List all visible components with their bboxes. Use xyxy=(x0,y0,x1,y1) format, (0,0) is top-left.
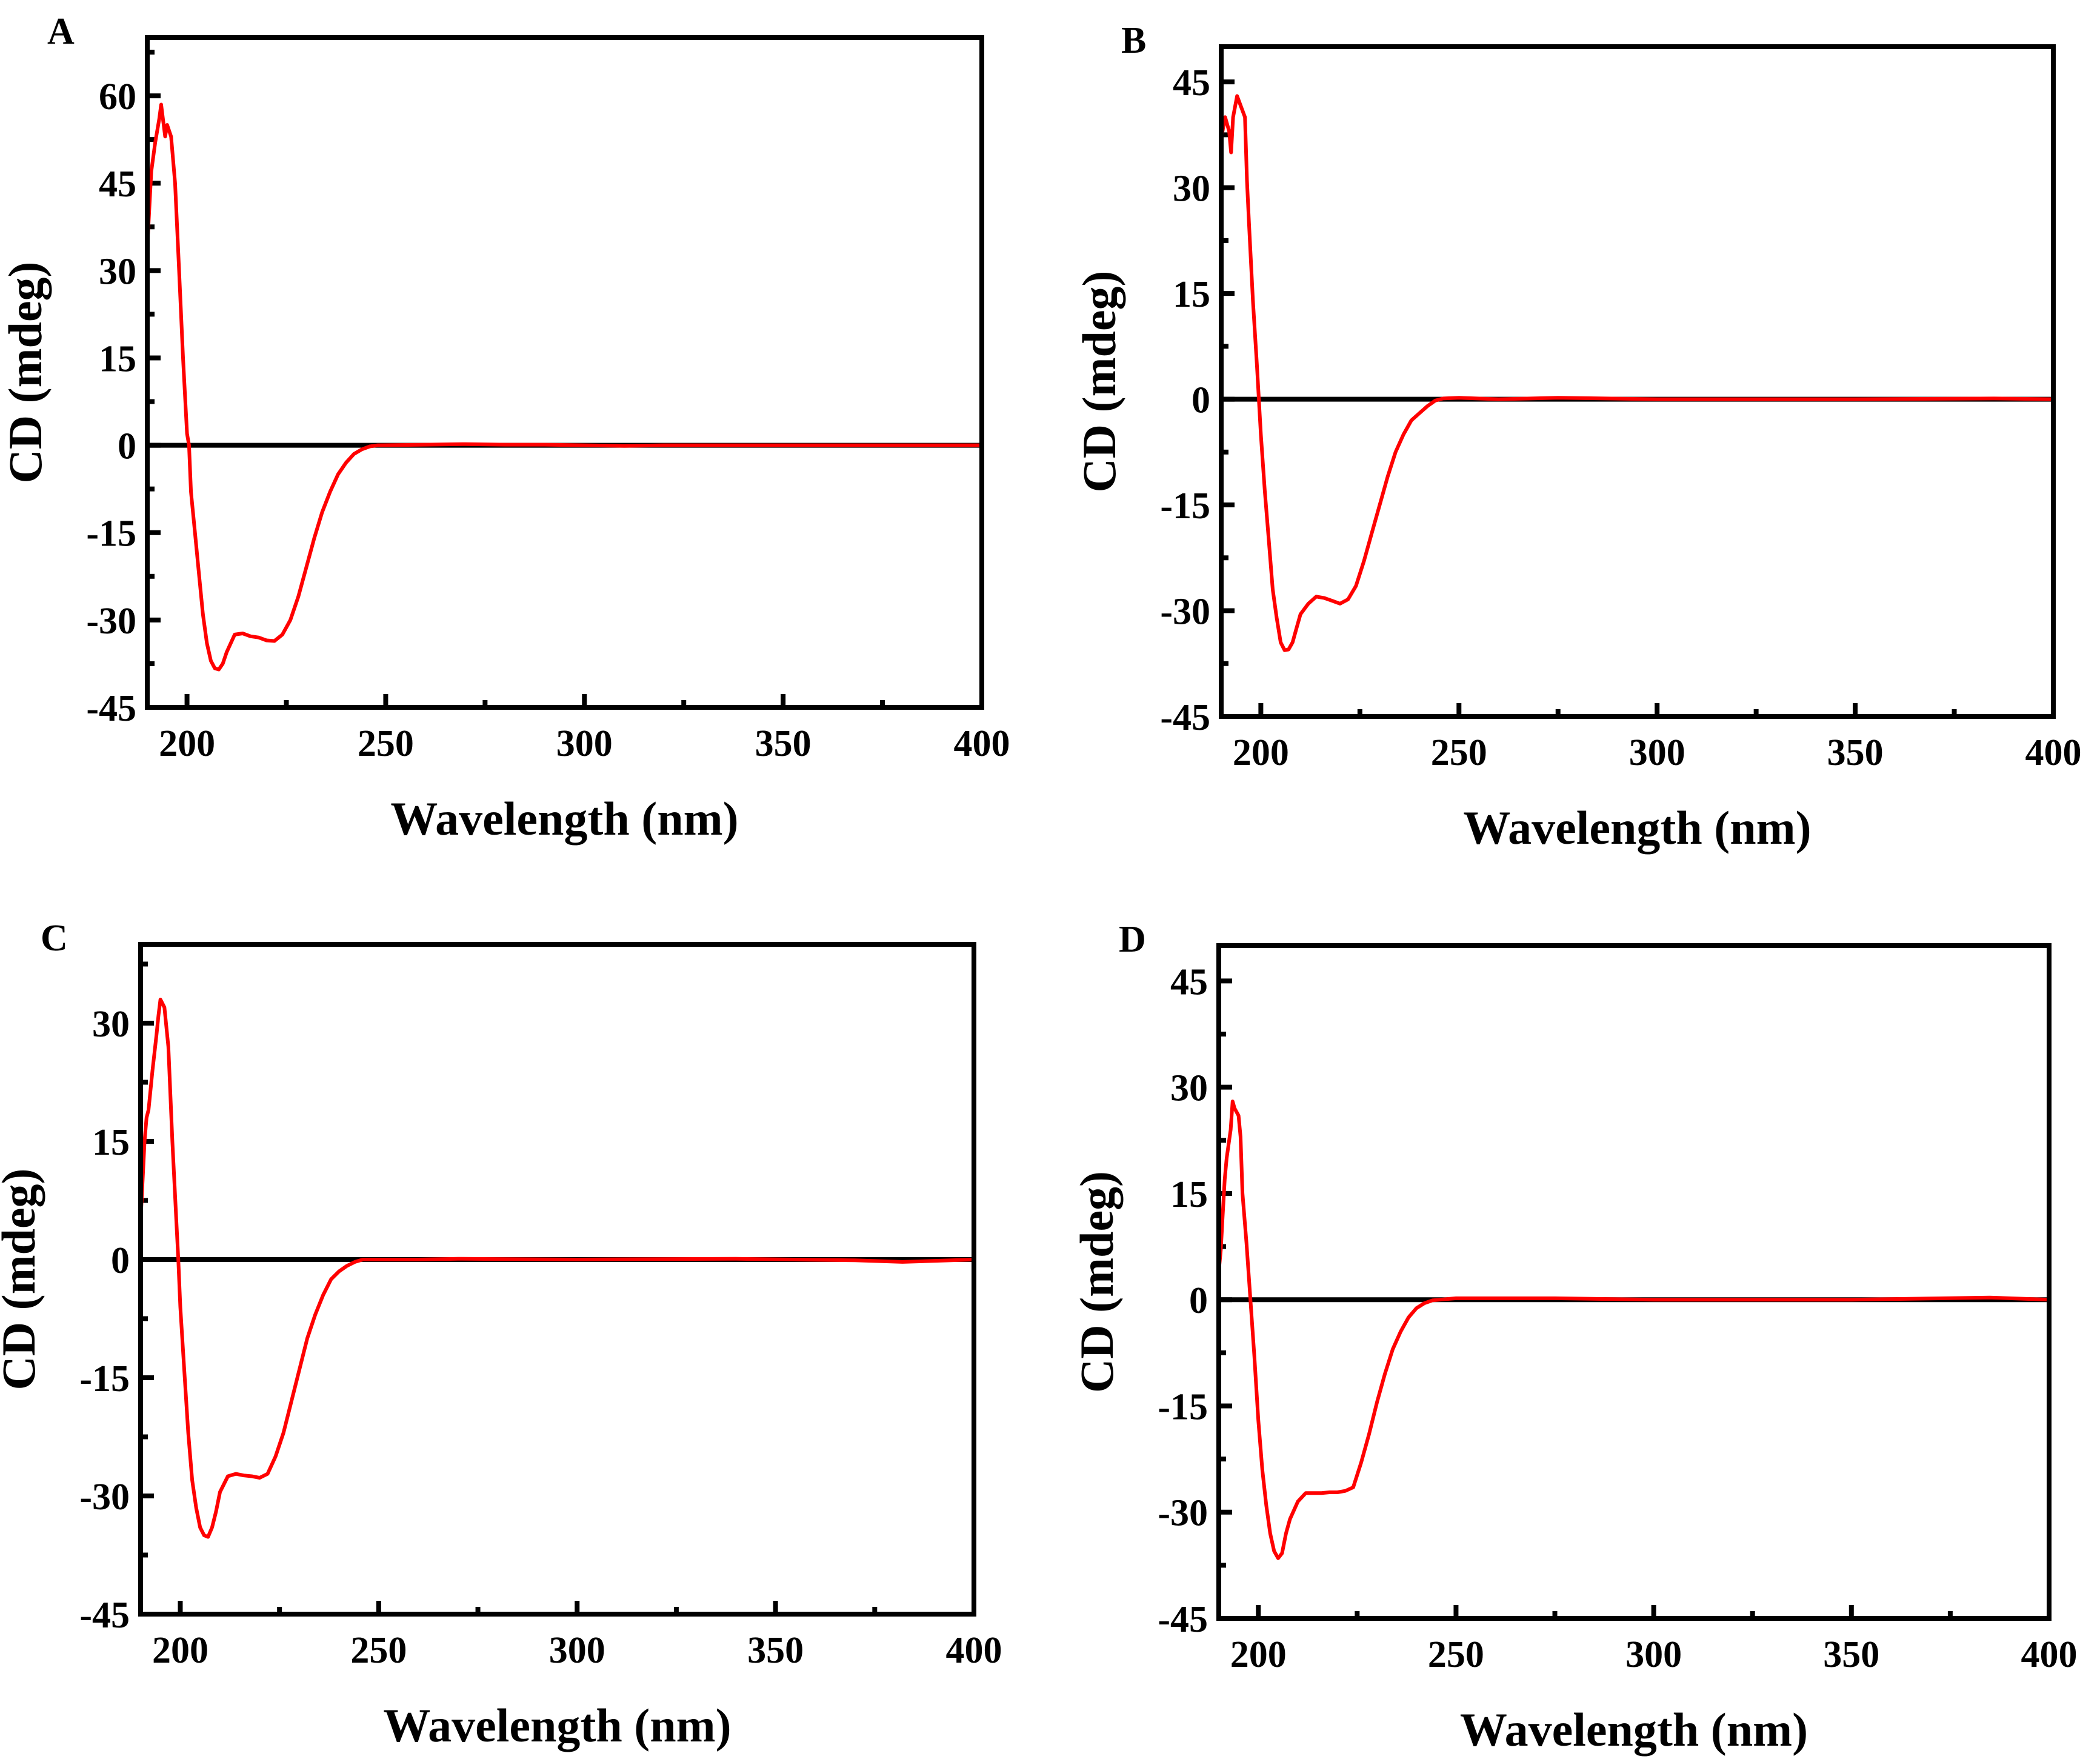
plot-frame xyxy=(138,942,976,1617)
y-tick-label: 30 xyxy=(99,251,136,292)
y-tick-label: -15 xyxy=(79,1358,130,1400)
y-tick-label: -30 xyxy=(86,601,136,642)
x-axis-title: Wavelength (nm) xyxy=(1460,1703,1808,1756)
y-tick-label: -45 xyxy=(1160,697,1210,738)
cd-spectrum-line xyxy=(145,102,982,672)
y-tick-label: 15 xyxy=(99,338,136,379)
plot-frame xyxy=(1216,943,2052,1621)
panel-b: B 200 250 300 350 400 -45 -30 -15 0 15 30 45 Waveleng… xyxy=(1073,20,2082,854)
panel-d: D 200 250 300 350 400 -45 -30 -15 0 15 30 45 Waveleng… xyxy=(1070,919,2078,1756)
y-tick-label: -45 xyxy=(86,688,136,729)
x-tick-label: 350 xyxy=(1827,732,1884,773)
y-tick-label: 45 xyxy=(1170,961,1208,1003)
y-axis-title: CD (mdeg) xyxy=(0,261,52,483)
x-tick-label: 200 xyxy=(1230,1634,1287,1675)
x-axis-title: Wavelength (nm) xyxy=(383,1699,731,1752)
y-tick-label: 15 xyxy=(1173,274,1210,315)
y-tick-label: 30 xyxy=(92,1004,130,1045)
panel-label: B xyxy=(1121,20,1146,61)
y-tick-label: 0 xyxy=(1192,380,1210,421)
x-tick-label: 200 xyxy=(159,723,215,764)
y-tick-label: 0 xyxy=(111,1240,130,1281)
y-axis-title: CD (mdeg) xyxy=(0,1168,45,1390)
y-tick-label: -30 xyxy=(1160,592,1210,633)
y-tick-label: 30 xyxy=(1170,1068,1208,1109)
x-tick-label: 400 xyxy=(954,723,1010,764)
x-tick-label: 400 xyxy=(2025,732,2082,773)
cd-spectrum-line xyxy=(139,998,975,1539)
x-tick-label: 250 xyxy=(350,1630,407,1671)
x-tick-label: 300 xyxy=(1629,732,1685,773)
x-tick-label: 300 xyxy=(556,723,613,764)
y-tick-label: -15 xyxy=(86,513,136,555)
y-tick-label: -30 xyxy=(79,1477,130,1518)
y-tick-label: 15 xyxy=(92,1122,130,1163)
panel-label: C xyxy=(41,918,68,959)
panel-label: A xyxy=(47,11,75,52)
y-tick-label: 0 xyxy=(118,426,136,467)
x-tick-label: 300 xyxy=(549,1630,605,1671)
y-axis-title: CD (mdeg) xyxy=(1073,270,1125,492)
x-tick-label: 350 xyxy=(1823,1634,1879,1675)
x-tick-label: 200 xyxy=(1233,732,1289,773)
y-tick-label: -30 xyxy=(1158,1493,1208,1534)
x-tick-label: 350 xyxy=(755,723,812,764)
y-tick-label: -45 xyxy=(1158,1599,1208,1640)
x-tick-label: 250 xyxy=(1428,1634,1484,1675)
y-tick-label: -15 xyxy=(1160,486,1210,527)
plot-frame xyxy=(145,35,984,710)
x-tick-label: 400 xyxy=(2021,1634,2078,1675)
x-tick-label: 200 xyxy=(152,1630,208,1671)
x-tick-label: 400 xyxy=(946,1630,1002,1671)
y-tick-label: 45 xyxy=(99,164,136,205)
y-axis-title: CD (mdeg) xyxy=(1070,1171,1123,1393)
panel-a: A 200 250 300 350 400 -45 -30 -15 0 15 30 45 60 Wavele… xyxy=(0,11,1010,845)
y-tick-label: 30 xyxy=(1173,169,1210,210)
y-tick-label: 60 xyxy=(99,76,136,118)
x-axis-title: Wavelength (nm) xyxy=(1463,801,1811,854)
panel-label: D xyxy=(1119,919,1146,960)
x-tick-label: 250 xyxy=(358,723,414,764)
y-tick-label: -15 xyxy=(1158,1386,1208,1427)
x-tick-label: 350 xyxy=(747,1630,804,1671)
x-tick-label: 250 xyxy=(1431,732,1487,773)
x-tick-label: 300 xyxy=(1625,1634,1682,1675)
cd-spectrum-line xyxy=(1217,1100,2050,1560)
y-tick-label: 0 xyxy=(1189,1280,1208,1321)
plot-frame xyxy=(1219,44,2056,719)
y-tick-label: 15 xyxy=(1170,1174,1208,1215)
y-tick-label: -45 xyxy=(79,1595,130,1636)
cd-spectrum-line xyxy=(1219,94,2054,652)
y-tick-label: 45 xyxy=(1173,62,1210,104)
panel-c: C 200 250 300 350 400 -45 -30 -15 0 15 30 Wavelength… xyxy=(0,918,1002,1752)
x-axis-title: Wavelength (nm) xyxy=(390,792,738,845)
